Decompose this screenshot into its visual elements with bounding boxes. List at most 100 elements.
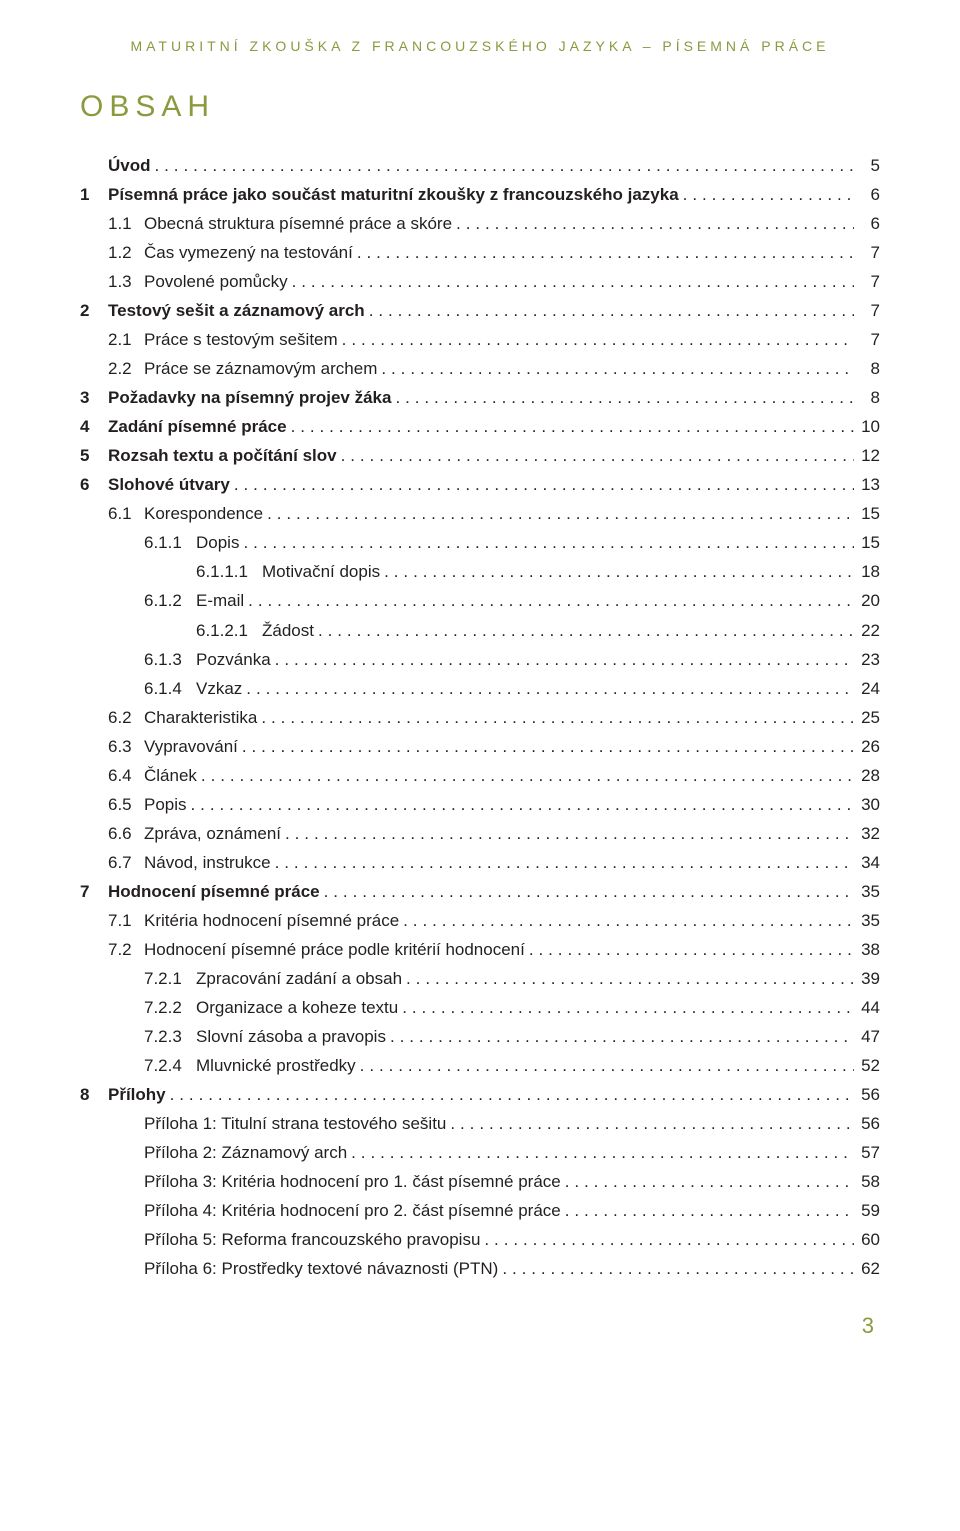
toc-entry-number: 5 xyxy=(80,442,108,470)
toc-entry-page: 56 xyxy=(854,1110,880,1138)
toc-entry-label: Příloha 6: Prostředky textové návaznosti… xyxy=(144,1255,498,1283)
toc-entry-page: 32 xyxy=(854,820,880,848)
toc-leader xyxy=(525,936,854,964)
toc-leader xyxy=(281,820,854,848)
toc-leader xyxy=(263,500,854,528)
toc-leader xyxy=(561,1168,854,1196)
toc-entry-page: 12 xyxy=(854,442,880,470)
toc-entry: 6.3Vypravování26 xyxy=(80,733,880,761)
toc-leader xyxy=(271,646,854,674)
toc-leader xyxy=(338,326,854,354)
toc-entry-number: 1.2 xyxy=(108,239,144,267)
toc-entry: 8Přílohy56 xyxy=(80,1081,880,1109)
page-title: OBSAH xyxy=(80,90,880,124)
toc-entry: 6Slohové útvary13 xyxy=(80,471,880,499)
toc-entry-number: 1 xyxy=(80,181,108,209)
toc-entry-page: 30 xyxy=(854,791,880,819)
toc-entry: 7.2Hodnocení písemné práce podle kritéri… xyxy=(80,936,880,964)
toc-entry-page: 62 xyxy=(854,1255,880,1283)
toc-entry-page: 6 xyxy=(854,210,880,238)
toc-entry: 6.1Korespondence15 xyxy=(80,500,880,528)
toc-entry-label: Dopis xyxy=(196,529,239,557)
toc-leader xyxy=(561,1197,854,1225)
running-head: MATURITNÍ ZKOUŠKA Z FRANCOUZSKÉHO JAZYKA… xyxy=(80,38,880,54)
toc-entry: 6.4Článek28 xyxy=(80,762,880,790)
toc-entry-label: Povolené pomůcky xyxy=(144,268,288,296)
toc-entry: 6.2Charakteristika25 xyxy=(80,704,880,732)
toc-leader xyxy=(287,413,854,441)
toc-leader xyxy=(242,675,854,703)
toc-entry-label: Práce s testovým sešitem xyxy=(144,326,338,354)
toc-leader xyxy=(402,965,854,993)
toc-entry: Příloha 6: Prostředky textové návaznosti… xyxy=(80,1255,880,1283)
toc-entry: 2.1Práce s testovým sešitem7 xyxy=(80,326,880,354)
toc-leader xyxy=(480,1226,854,1254)
toc-entry-page: 35 xyxy=(854,878,880,906)
toc-entry-number: 2 xyxy=(80,297,108,325)
toc-entry-number: 6.2 xyxy=(108,704,144,732)
toc-entry-page: 52 xyxy=(854,1052,880,1080)
toc-entry-number: 6.1 xyxy=(108,500,144,528)
toc-entry: 4Zadání písemné práce10 xyxy=(80,413,880,441)
toc-entry: 7.2.3Slovní zásoba a pravopis47 xyxy=(80,1023,880,1051)
toc-entry-number: 7 xyxy=(80,878,108,906)
toc-entry-label: Čas vymezený na testování xyxy=(144,239,353,267)
toc-leader xyxy=(365,297,854,325)
toc-entry-label: Organizace a koheze textu xyxy=(196,994,398,1022)
toc-entry-label: Slovní zásoba a pravopis xyxy=(196,1023,386,1051)
toc-entry-label: Příloha 2: Záznamový arch xyxy=(144,1139,347,1167)
toc-entry: 6.1.1Dopis 15 xyxy=(80,529,880,557)
toc-entry: Příloha 4: Kritéria hodnocení pro 2. čás… xyxy=(80,1197,880,1225)
toc-leader xyxy=(166,1081,854,1109)
toc-entry-page: 7 xyxy=(854,268,880,296)
toc-leader xyxy=(446,1110,854,1138)
toc-entry-page: 5 xyxy=(854,152,880,180)
toc-entry-page: 6 xyxy=(854,181,880,209)
toc-leader xyxy=(398,994,854,1022)
toc-entry-page: 10 xyxy=(854,413,880,441)
toc-entry-number: 6 xyxy=(80,471,108,499)
toc-entry-page: 7 xyxy=(854,239,880,267)
toc-entry-page: 24 xyxy=(854,675,880,703)
toc-entry-label: Rozsah textu a počítání slov xyxy=(108,442,337,470)
toc-leader xyxy=(257,704,854,732)
toc-entry-number: 6.4 xyxy=(108,762,144,790)
toc-entry-label: Návod, instrukce xyxy=(144,849,271,877)
toc-entry: 7.2.1Zpracování zadání a obsah39 xyxy=(80,965,880,993)
toc-entry-page: 18 xyxy=(854,558,880,586)
toc-entry-number: 6.1.4 xyxy=(144,675,196,703)
toc-entry-label: Příloha 5: Reforma francouzského pravopi… xyxy=(144,1226,480,1254)
toc-leader xyxy=(498,1255,854,1283)
toc-entry-label: Přílohy xyxy=(108,1081,166,1109)
toc-entry-label: Příloha 4: Kritéria hodnocení pro 2. čás… xyxy=(144,1197,561,1225)
toc-entry-number: 6.1.1 xyxy=(144,529,196,557)
toc-leader xyxy=(288,268,854,296)
toc-entry: 2Testový sešit a záznamový arch7 xyxy=(80,297,880,325)
page-number: 3 xyxy=(80,1313,880,1339)
toc-leader xyxy=(399,907,854,935)
toc-leader xyxy=(386,1023,854,1051)
toc-entry-number: 1.1 xyxy=(108,210,144,238)
toc-entry: 1.3Povolené pomůcky7 xyxy=(80,268,880,296)
toc-entry-page: 13 xyxy=(854,471,880,499)
toc-entry-number: 6.5 xyxy=(108,791,144,819)
toc-entry: 7.1Kritéria hodnocení písemné práce35 xyxy=(80,907,880,935)
toc-entry: 6.1.2E-mail20 xyxy=(80,587,880,615)
toc-leader xyxy=(314,617,854,645)
toc-entry-page: 15 xyxy=(854,529,880,557)
toc-entry-page: 57 xyxy=(854,1139,880,1167)
toc-entry-label: Hodnocení písemné práce xyxy=(108,878,320,906)
toc-entry-number: 7.2.2 xyxy=(144,994,196,1022)
toc-entry-label: E-mail xyxy=(196,587,244,615)
toc-leader xyxy=(391,384,854,412)
toc-entry: 1.2Čas vymezený na testování 7 xyxy=(80,239,880,267)
toc-entry-label: Zpráva, oznámení xyxy=(144,820,281,848)
toc-leader xyxy=(320,878,854,906)
toc-entry-page: 7 xyxy=(854,326,880,354)
toc-entry-number: 4 xyxy=(80,413,108,441)
toc-leader xyxy=(356,1052,854,1080)
toc-entry-number: 7.1 xyxy=(108,907,144,935)
toc-entry: 6.6Zpráva, oznámení32 xyxy=(80,820,880,848)
toc-entry: 2.2Práce se záznamovým archem8 xyxy=(80,355,880,383)
toc-entry-label: Motivační dopis xyxy=(262,558,380,586)
